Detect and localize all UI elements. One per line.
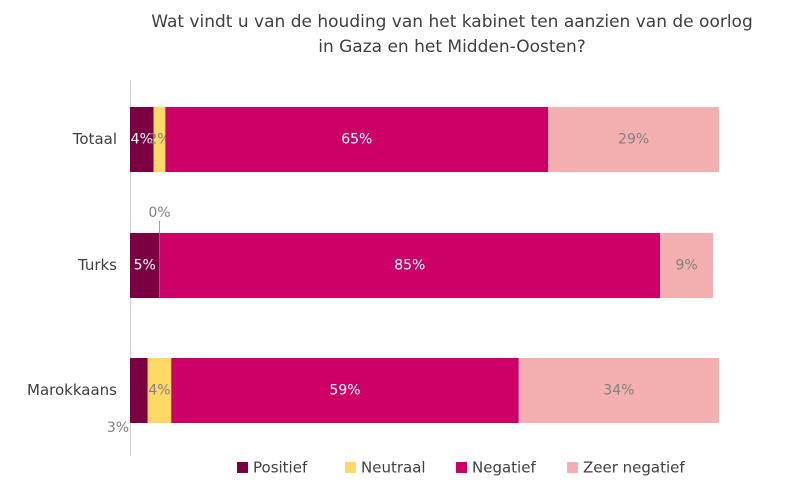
value-label: 34%	[603, 383, 634, 399]
value-label: 3%	[107, 420, 129, 436]
value-label: 2%	[148, 132, 170, 148]
value-label: 9%	[675, 258, 697, 274]
bar-segment	[159, 233, 661, 298]
value-label: 0%	[148, 205, 170, 221]
value-label: 85%	[394, 258, 425, 274]
value-label: 5%	[134, 258, 156, 274]
bar-segment	[548, 107, 719, 172]
category-label: Turks	[77, 256, 117, 274]
bar-segment	[518, 358, 719, 423]
legend-label: Negatief	[472, 459, 536, 477]
legend-swatch	[456, 462, 467, 473]
legend-swatch	[237, 462, 248, 473]
bar-segment	[153, 107, 166, 172]
bar-segment	[660, 233, 714, 298]
bar-segment	[165, 107, 549, 172]
bar-segment	[171, 358, 519, 423]
legend-label: Zeer negatief	[583, 459, 685, 477]
value-label: 4%	[148, 383, 170, 399]
category-label: Marokkaans	[27, 381, 117, 399]
value-label: 65%	[341, 132, 372, 148]
value-label: 29%	[618, 132, 649, 148]
category-label: Totaal	[72, 130, 117, 148]
chart-title: Wat vindt u van de houding van het kabin…	[151, 12, 753, 32]
legend-label: Positief	[253, 459, 308, 477]
bar-segment	[130, 107, 154, 172]
bar-segment	[130, 358, 148, 423]
bar-segment	[130, 233, 160, 298]
chart-title: in Gaza en het Midden-Oosten?	[318, 37, 586, 57]
bar-segment	[147, 358, 172, 423]
value-label: 59%	[329, 383, 360, 399]
legend-swatch	[345, 462, 356, 473]
value-label: 4%	[131, 132, 153, 148]
legend-swatch	[567, 462, 578, 473]
legend-label: Neutraal	[361, 459, 426, 477]
